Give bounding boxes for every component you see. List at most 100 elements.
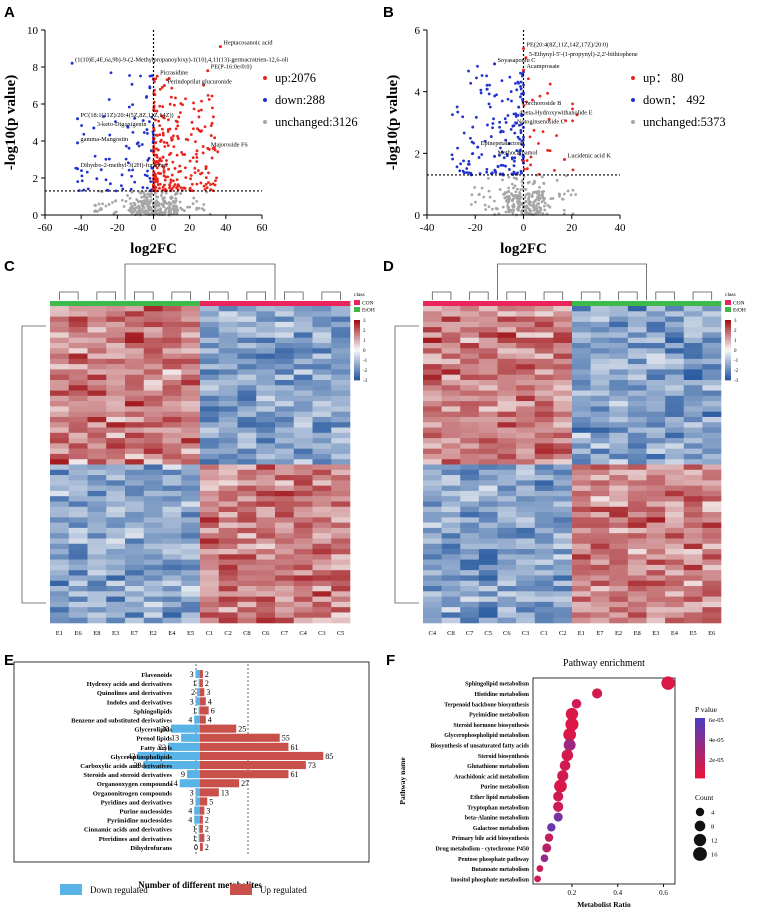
heatmap-c-cell (106, 364, 126, 370)
bar-e-value-up: 5 (209, 797, 213, 806)
heatmap-d-cell (590, 385, 610, 391)
heatmap-d-color-scale-step (725, 342, 731, 345)
heatmap-c-cell (87, 316, 107, 323)
heatmap-c-cell (331, 385, 351, 391)
volcano-a-point-unchanged (160, 191, 164, 195)
heatmap-d-class-bar (609, 301, 629, 306)
heatmap-d-cell (441, 390, 461, 397)
bar-e-value-down: 1 (193, 825, 197, 834)
heatmap-d-cell (665, 306, 685, 312)
heatmap-c-cell (237, 554, 257, 560)
heatmap-d-cell (646, 395, 666, 402)
heatmap-d-cell (702, 601, 722, 608)
heatmap-c-class-bar (218, 301, 238, 306)
heatmap-c-cell (50, 337, 70, 344)
heatmap-c-cell (106, 459, 126, 465)
volcano-a-point-up (161, 133, 165, 137)
heatmap-c-cell (331, 311, 351, 317)
heatmap-d-cell (460, 332, 480, 338)
heatmap-c-cell (293, 490, 313, 497)
heatmap-d-cell (683, 469, 703, 476)
bubble-f-point (544, 833, 554, 842)
heatmap-d-cell (516, 422, 536, 428)
heatmap-d-cell (683, 554, 703, 560)
heatmap-d-cell (553, 332, 573, 338)
heatmap-d-cell (627, 401, 647, 407)
volcano-a-point-up (157, 171, 160, 175)
volcano-a-point-unchanged (101, 202, 105, 206)
heatmap-c-cell (181, 379, 201, 386)
volcano-a-point-up (154, 118, 157, 122)
heatmap-d-cell (460, 321, 480, 328)
volcano-a-point-up (195, 182, 199, 186)
bar-e-value-down: 4 (188, 816, 192, 825)
heatmap-d-cell (478, 485, 498, 492)
heatmap-d-cell (497, 432, 517, 439)
heatmap-d: C4 C8 C7 C5 C6 C3 C1 C2 E1 E7 E2 E8 E3 E4 E5 E6classCON… (394, 263, 746, 637)
heatmap-d-color-scale-step (725, 324, 731, 327)
heatmap-d-cell (478, 427, 498, 434)
heatmap-d-column-branch (580, 291, 601, 300)
heatmap-d-cell (702, 538, 722, 545)
heatmap-d-column-label: E3 (652, 630, 659, 637)
heatmap-d-cell (665, 596, 685, 603)
heatmap-c-cell (125, 327, 145, 333)
heatmap-c-cell (68, 480, 88, 486)
heatmap-d-cell (572, 527, 591, 534)
volcano-a-legend-text: unchanged:3126 (275, 115, 358, 129)
heatmap-c-cell (106, 586, 126, 592)
volcano-a-point-up (157, 119, 161, 123)
volcano-a-x-tick-label: -20 (110, 222, 125, 234)
heatmap-c-cell (256, 311, 276, 317)
bar-e-down (171, 724, 200, 733)
heatmap-c-cell (50, 496, 70, 502)
heatmap-c-cell (68, 390, 88, 397)
volcano-a-annotation: (1(10)E,4E,6a,9b)-9-(2-Methylpropanoylox… (75, 56, 288, 63)
heatmap-c-cell (162, 411, 182, 418)
heatmap-d-cell (646, 342, 666, 349)
heatmap-d-cell (441, 379, 461, 386)
volcano-b-point-unchanged (503, 191, 507, 195)
heatmap-c-cell (256, 612, 276, 619)
volcano-a-point-up (205, 186, 209, 190)
volcano-a-point-unchanged (140, 199, 144, 203)
heatmap-d-cell (460, 342, 480, 349)
heatmap-c-cell (162, 321, 182, 328)
volcano-b-point-down (510, 99, 513, 103)
heatmap-c-cell (293, 480, 313, 486)
volcano-b-point-down (512, 164, 516, 168)
heatmap-d-cell (609, 453, 629, 460)
heatmap-d-cell (646, 332, 666, 338)
heatmap-c-cell (256, 438, 276, 444)
bubble-f-category-label: Glycerophospholipid metabolism (444, 733, 529, 739)
heatmap-d-cell (590, 306, 610, 312)
volcano-a-point-up (154, 133, 158, 137)
volcano-a-point-down (107, 157, 111, 161)
volcano-b-annotated-point (563, 158, 567, 161)
heatmap-c-cell (256, 506, 276, 513)
volcano-a-point-unchanged (140, 208, 144, 212)
heatmap-c-cell (293, 586, 313, 592)
volcano-b-point-unchanged (515, 177, 519, 181)
heatmap-c-cell (50, 332, 70, 338)
heatmap-c-cell (331, 549, 351, 555)
volcano-a-point-down (80, 124, 83, 127)
heatmap-c-cell (200, 564, 220, 571)
bar-e-value-up: 55 (282, 734, 290, 743)
heatmap-d-cell (441, 469, 461, 476)
volcano-b-point-unchanged (543, 208, 547, 212)
heatmap-d-cell (609, 485, 629, 492)
heatmap-c-cell (87, 485, 107, 492)
heatmap-c-color-scale-step (354, 358, 360, 361)
heatmap-d-cell (646, 459, 666, 465)
volcano-b-point-down (467, 160, 471, 163)
heatmap-d-cell (590, 464, 610, 471)
heatmap-c-cell (162, 517, 182, 523)
heatmap-c-cell (237, 453, 257, 460)
volcano-a-point-unchanged (104, 204, 108, 208)
heatmap-d-cell (572, 496, 591, 502)
heatmap-c-cell (106, 353, 126, 360)
heatmap-d-cell (627, 554, 647, 560)
volcano-b-point-unchanged (557, 192, 561, 196)
bar-e-value-down: 1 (193, 706, 197, 715)
